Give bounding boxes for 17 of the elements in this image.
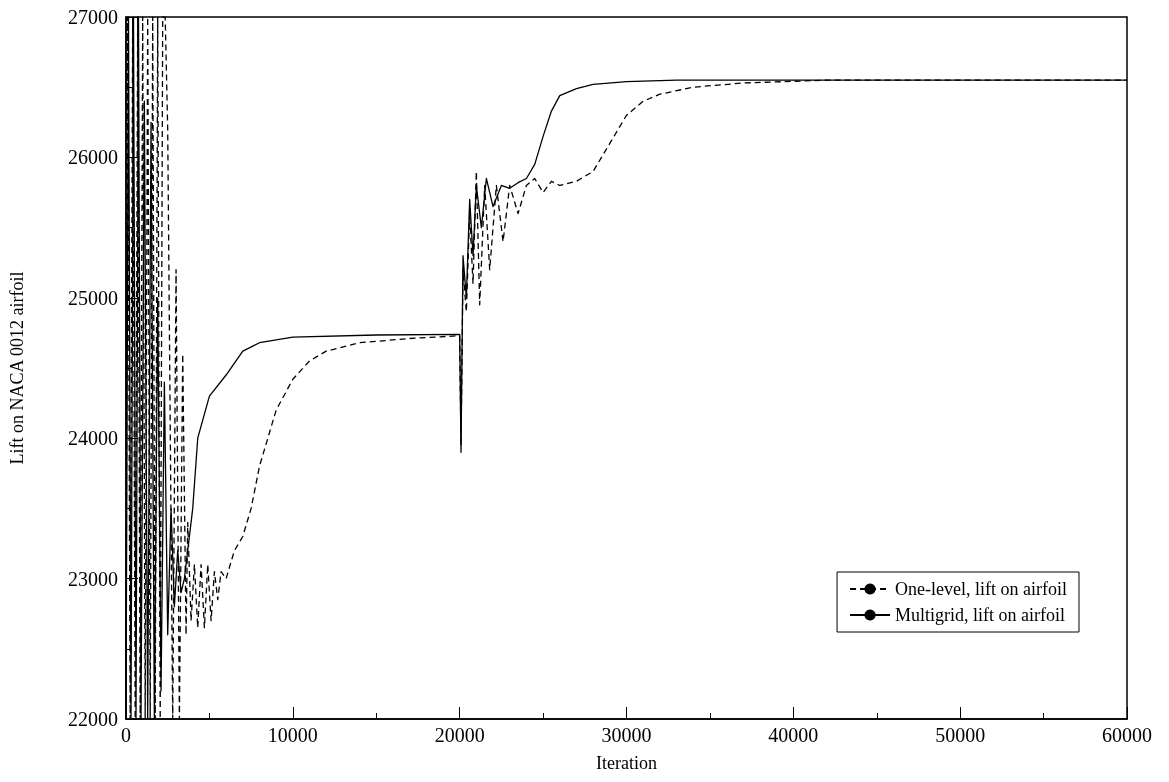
x-tick-label: 60000 (1102, 724, 1152, 746)
legend-label: Multigrid, lift on airfoil (895, 605, 1066, 625)
y-tick-label: 25000 (68, 286, 118, 309)
x-tick-label: 30000 (601, 724, 652, 746)
legend-label: One-level, lift on airfoil (895, 579, 1068, 599)
x-tick-label: 50000 (935, 724, 986, 746)
x-axis-title: Iteration (596, 753, 657, 773)
y-tick-label: 27000 (68, 6, 118, 28)
x-tick-label: 10000 (267, 724, 318, 746)
y-tick-label: 24000 (68, 427, 118, 450)
y-tick-label: 26000 (68, 146, 118, 169)
x-tick-label: 20000 (434, 724, 485, 746)
x-tick-label: 40000 (768, 724, 819, 746)
y-tick-label: 22000 (68, 708, 118, 730)
y-tick-label: 23000 (68, 567, 118, 590)
x-tick-label: 0 (121, 724, 131, 746)
y-axis-title: Lift on NACA 0012 airfoil (7, 271, 27, 465)
